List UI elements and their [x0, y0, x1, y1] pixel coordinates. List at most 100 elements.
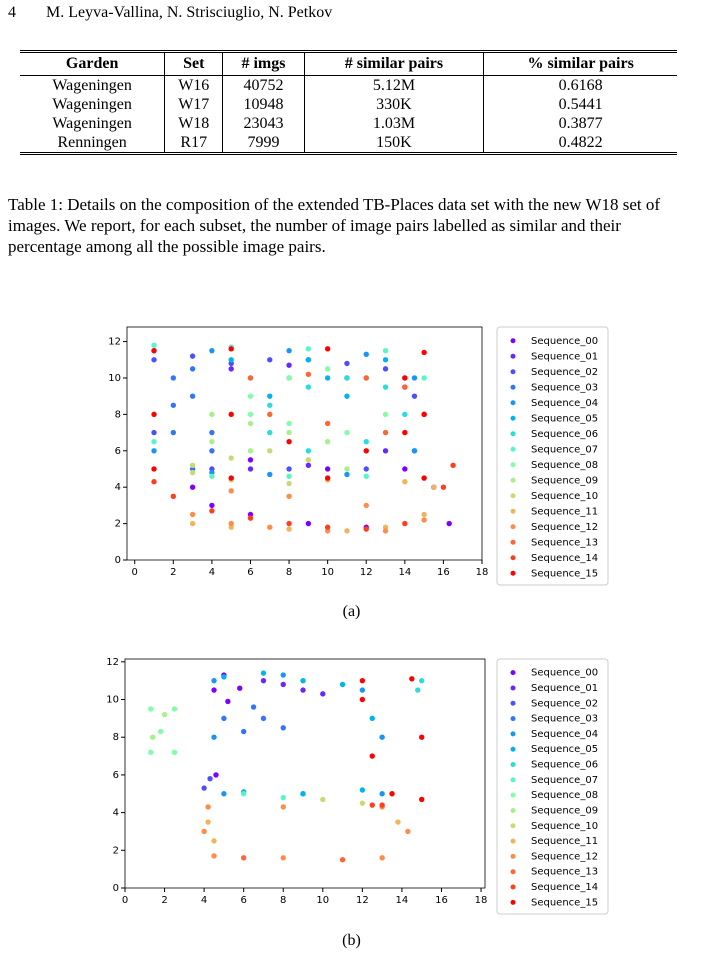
point [247, 515, 254, 521]
point [280, 681, 286, 688]
point [151, 347, 157, 354]
point [369, 715, 375, 722]
legend-marker [510, 555, 516, 561]
table-caption: Table 1: Details on the composition of t… [8, 195, 661, 256]
point [148, 749, 154, 755]
point [211, 734, 217, 740]
point [205, 804, 211, 810]
legend-label: Sequence_08 [531, 790, 598, 801]
point [402, 479, 408, 485]
legend-marker [510, 884, 516, 890]
x-tick-label: 0 [122, 895, 128, 906]
legend-marker [510, 869, 516, 875]
point [300, 687, 306, 693]
point [209, 411, 215, 418]
column-header: Garden [20, 51, 165, 76]
table-cell: 7999 [222, 133, 305, 154]
legend-label: Sequence_12 [531, 851, 598, 862]
point [280, 794, 286, 801]
point [247, 448, 254, 454]
point [324, 524, 331, 530]
point [267, 393, 273, 399]
point [320, 691, 326, 697]
subfigure-label: (a) [342, 603, 361, 620]
point [344, 393, 350, 399]
table-row: Wageningen W16 40752 5.12M 0.6168 [20, 75, 677, 95]
x-tick-label: 4 [201, 895, 207, 906]
point [324, 366, 331, 372]
figure-a: 0 2 4 6 8 10 12 14 16 18 0 2 4 6 8 10 12 Sequence_00 Seque… [108, 326, 609, 586]
legend-marker [510, 853, 516, 859]
plot-frame [126, 326, 483, 561]
point [324, 346, 331, 352]
legend-label: Sequence_13 [531, 867, 598, 878]
point [211, 838, 217, 844]
point [213, 772, 219, 778]
x-tick-label: 16 [435, 895, 448, 906]
point [267, 471, 273, 478]
point [228, 455, 234, 461]
point [211, 853, 217, 859]
point [363, 351, 369, 358]
point [379, 734, 385, 740]
point [170, 493, 177, 499]
point [286, 493, 292, 499]
x-tick-label: 8 [286, 567, 292, 578]
point [247, 457, 254, 463]
legend-label: Sequence_02 [531, 367, 598, 378]
legend-label: Sequence_11 [531, 836, 598, 847]
point [286, 520, 292, 527]
table-cell: 0.5441 [483, 95, 677, 114]
page-number: 4 [8, 4, 16, 21]
x-tick-label: 12 [360, 567, 373, 578]
point [305, 357, 312, 363]
legend-label: Sequence_10 [531, 821, 598, 832]
point [207, 775, 213, 782]
legend-marker [510, 700, 516, 706]
point [411, 375, 418, 381]
point [247, 375, 254, 381]
y-tick-label: 0 [113, 883, 119, 894]
legend-label: Sequence_07 [531, 775, 598, 786]
point [189, 462, 196, 469]
point [267, 524, 273, 530]
point [344, 429, 350, 436]
point [201, 785, 207, 791]
data-table: Garden Set # imgs # similar pairs% similar … [20, 50, 677, 155]
legend-label: Sequence_06 [531, 760, 598, 771]
legend-marker [510, 731, 516, 737]
legend-marker [510, 369, 516, 375]
point [382, 448, 389, 454]
point [209, 502, 215, 509]
point [339, 857, 346, 863]
point [324, 420, 331, 427]
point [228, 475, 234, 481]
point [267, 411, 273, 418]
x-tick-label: 18 [475, 895, 488, 906]
legend-marker [510, 762, 516, 768]
point [359, 800, 366, 806]
point [151, 342, 157, 348]
point [228, 366, 234, 372]
legend-label: Sequence_05 [531, 744, 598, 755]
y-tick-label: 8 [113, 732, 119, 743]
y-tick-label: 0 [115, 555, 121, 566]
table-cell: 150K [303, 133, 484, 154]
point [286, 362, 292, 368]
point [324, 375, 331, 381]
legend-label: Sequence_09 [531, 805, 598, 816]
legend-label: Sequence_13 [531, 537, 598, 548]
point [305, 384, 312, 390]
table-cell: 23043 [222, 114, 305, 133]
legend-marker [510, 508, 516, 514]
point [382, 347, 389, 354]
point [247, 393, 254, 399]
point [402, 375, 408, 381]
table-cell: Wageningen [52, 77, 132, 94]
legend-label: Sequence_12 [531, 522, 598, 533]
table-cell: W18 [164, 114, 223, 133]
point [280, 672, 286, 678]
point [344, 528, 350, 534]
x-tick-label: 8 [280, 895, 286, 906]
point [440, 484, 447, 490]
